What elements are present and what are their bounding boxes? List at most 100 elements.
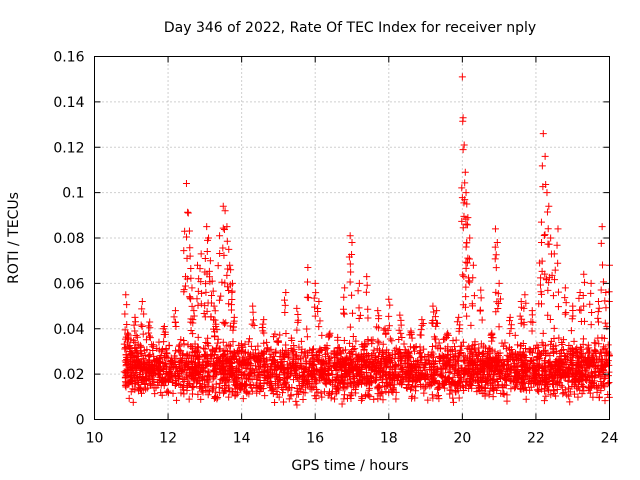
- data-point: [337, 354, 345, 362]
- data-point: [432, 319, 440, 327]
- data-point: [591, 347, 599, 355]
- data-point: [494, 349, 502, 357]
- data-point: [537, 350, 545, 358]
- data-point: [341, 384, 349, 392]
- data-point: [123, 356, 131, 364]
- data-point: [374, 385, 382, 393]
- data-point: [370, 395, 378, 403]
- data-point: [349, 351, 357, 359]
- data-point: [263, 379, 271, 387]
- data-point: [430, 368, 438, 376]
- data-point: [397, 357, 405, 365]
- data-point: [364, 337, 372, 345]
- data-point: [237, 371, 245, 379]
- data-point: [171, 318, 179, 326]
- data-point-peak: [184, 209, 192, 217]
- data-point: [134, 349, 142, 357]
- data-point: [597, 239, 605, 247]
- data-point: [503, 397, 511, 405]
- data-point: [604, 341, 612, 349]
- data-point: [294, 318, 302, 326]
- data-point: [542, 392, 550, 400]
- data-point: [446, 361, 454, 369]
- data-point: [188, 384, 196, 392]
- data-point: [538, 377, 546, 385]
- data-point: [601, 383, 609, 391]
- data-point: [180, 377, 188, 385]
- data-point: [186, 372, 194, 380]
- data-point: [368, 340, 376, 348]
- data-point: [384, 326, 392, 334]
- data-point: [382, 363, 390, 371]
- data-point: [468, 345, 476, 353]
- data-point: [566, 398, 574, 406]
- data-point: [463, 239, 471, 247]
- data-point: [522, 395, 530, 403]
- data-point: [148, 361, 156, 369]
- data-point: [561, 310, 569, 318]
- data-point: [499, 390, 507, 398]
- data-point: [534, 376, 542, 384]
- data-point: [512, 355, 520, 363]
- data-point: [362, 374, 370, 382]
- data-point: [219, 244, 227, 252]
- data-point: [254, 371, 262, 379]
- data-point: [121, 310, 129, 318]
- data-point: [599, 278, 607, 286]
- data-point: [570, 337, 578, 345]
- data-point: [405, 360, 413, 368]
- data-point: [487, 381, 495, 389]
- data-point-peak: [545, 202, 553, 210]
- data-point: [256, 387, 264, 395]
- data-point: [376, 390, 384, 398]
- data-point: [572, 366, 580, 374]
- data-point: [420, 345, 428, 353]
- data-point: [523, 360, 531, 368]
- data-point-peak: [429, 302, 437, 310]
- x-tick-labels: 10 12 14 16 18 20 22 24: [86, 431, 619, 447]
- data-point: [325, 389, 333, 397]
- data-point: [223, 237, 231, 245]
- data-point: [566, 388, 574, 396]
- data-point: [553, 359, 561, 367]
- data-point: [485, 391, 493, 399]
- data-point: [259, 384, 267, 392]
- data-point: [279, 389, 287, 397]
- data-point: [450, 369, 458, 377]
- data-point: [172, 323, 180, 331]
- data-point-peak: [228, 279, 236, 287]
- data-point: [535, 387, 543, 395]
- data-point: [419, 319, 427, 327]
- data-point: [331, 377, 339, 385]
- data-point: [463, 356, 471, 364]
- data-point: [315, 356, 323, 364]
- data-point: [187, 264, 195, 272]
- data-point: [495, 323, 503, 331]
- data-point: [365, 386, 373, 394]
- data-point: [196, 380, 204, 388]
- data-point: [460, 369, 468, 377]
- data-point: [388, 387, 396, 395]
- data-point: [281, 379, 289, 387]
- data-point: [324, 365, 332, 373]
- data-point: [361, 357, 369, 365]
- data-point-peak: [598, 223, 606, 231]
- data-point: [225, 384, 233, 392]
- data-point: [526, 386, 534, 394]
- data-point: [562, 355, 570, 363]
- data-point: [336, 347, 344, 355]
- data-point-peak: [464, 214, 472, 222]
- data-point: [604, 372, 612, 380]
- y-axis-title: ROTI / TECUs: [6, 192, 22, 284]
- data-point: [519, 384, 527, 392]
- data-point: [405, 352, 413, 360]
- data-point: [139, 330, 147, 338]
- data-point: [429, 394, 437, 402]
- data-point: [309, 345, 317, 353]
- data-point: [598, 368, 606, 376]
- data-point: [429, 371, 437, 379]
- data-point: [385, 312, 393, 320]
- data-point: [123, 301, 131, 309]
- data-point: [446, 367, 454, 375]
- data-point: [311, 380, 319, 388]
